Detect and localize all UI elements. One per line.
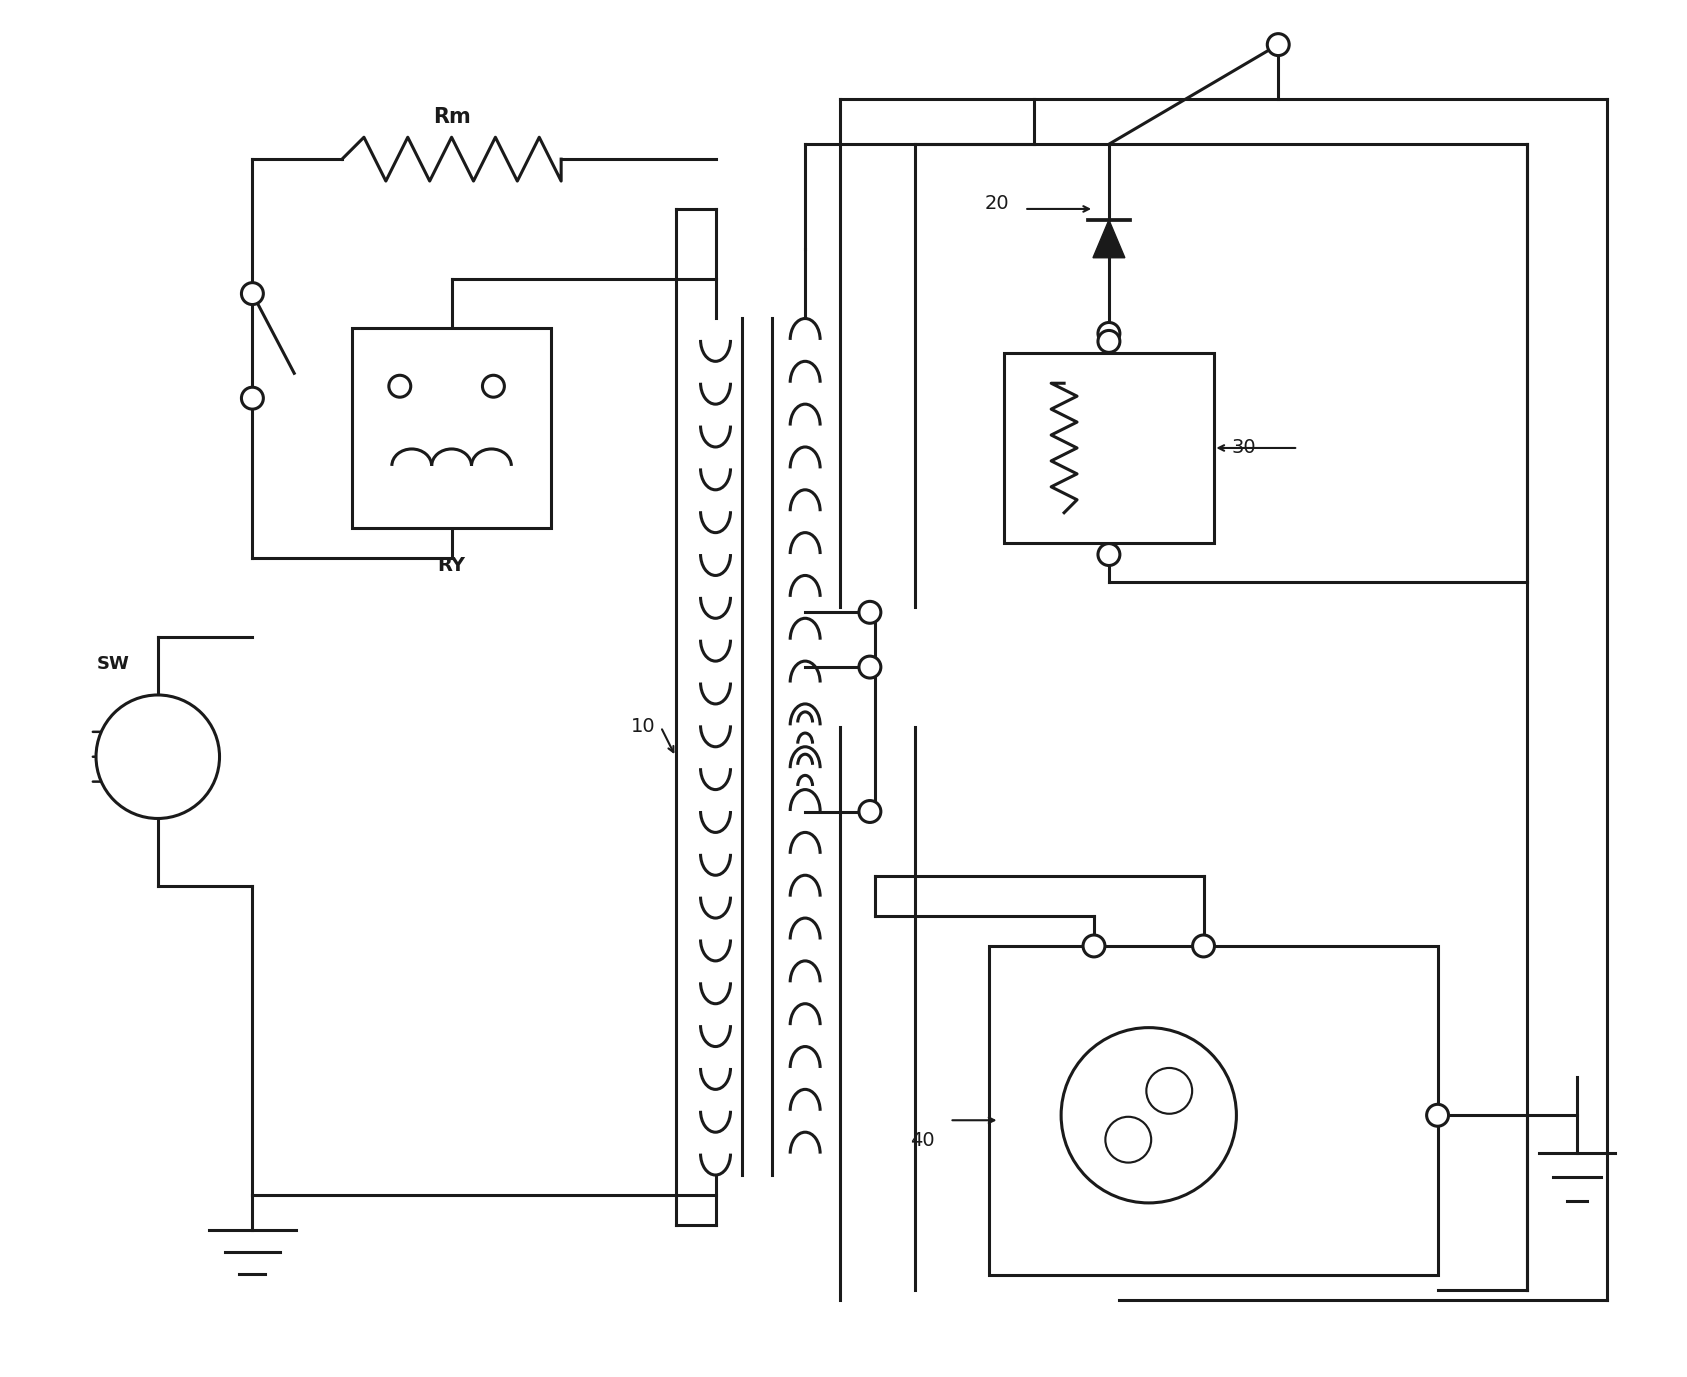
Text: 30: 30 — [1232, 438, 1257, 457]
Circle shape — [388, 376, 410, 397]
Circle shape — [859, 800, 881, 822]
Circle shape — [1267, 33, 1289, 55]
Circle shape — [859, 602, 881, 624]
Circle shape — [1098, 330, 1120, 353]
Circle shape — [1061, 1027, 1237, 1203]
Text: Rm: Rm — [432, 107, 471, 127]
Text: 20: 20 — [985, 194, 1009, 213]
Bar — [353, 329, 552, 527]
Circle shape — [482, 376, 504, 397]
Polygon shape — [1093, 220, 1125, 257]
Text: SW: SW — [96, 655, 130, 673]
Circle shape — [1098, 322, 1120, 344]
Circle shape — [1083, 935, 1105, 957]
Text: RY: RY — [437, 555, 466, 574]
Circle shape — [1098, 544, 1120, 566]
Circle shape — [241, 387, 263, 409]
Circle shape — [1147, 1069, 1193, 1114]
Text: 10: 10 — [631, 717, 656, 737]
Circle shape — [241, 282, 263, 304]
Bar — [1004, 354, 1213, 543]
Circle shape — [859, 655, 881, 677]
Circle shape — [1105, 1117, 1151, 1162]
Circle shape — [1193, 935, 1215, 957]
Text: 40: 40 — [909, 1131, 935, 1150]
Bar — [989, 946, 1437, 1275]
Circle shape — [1427, 1104, 1449, 1126]
Circle shape — [96, 695, 219, 818]
